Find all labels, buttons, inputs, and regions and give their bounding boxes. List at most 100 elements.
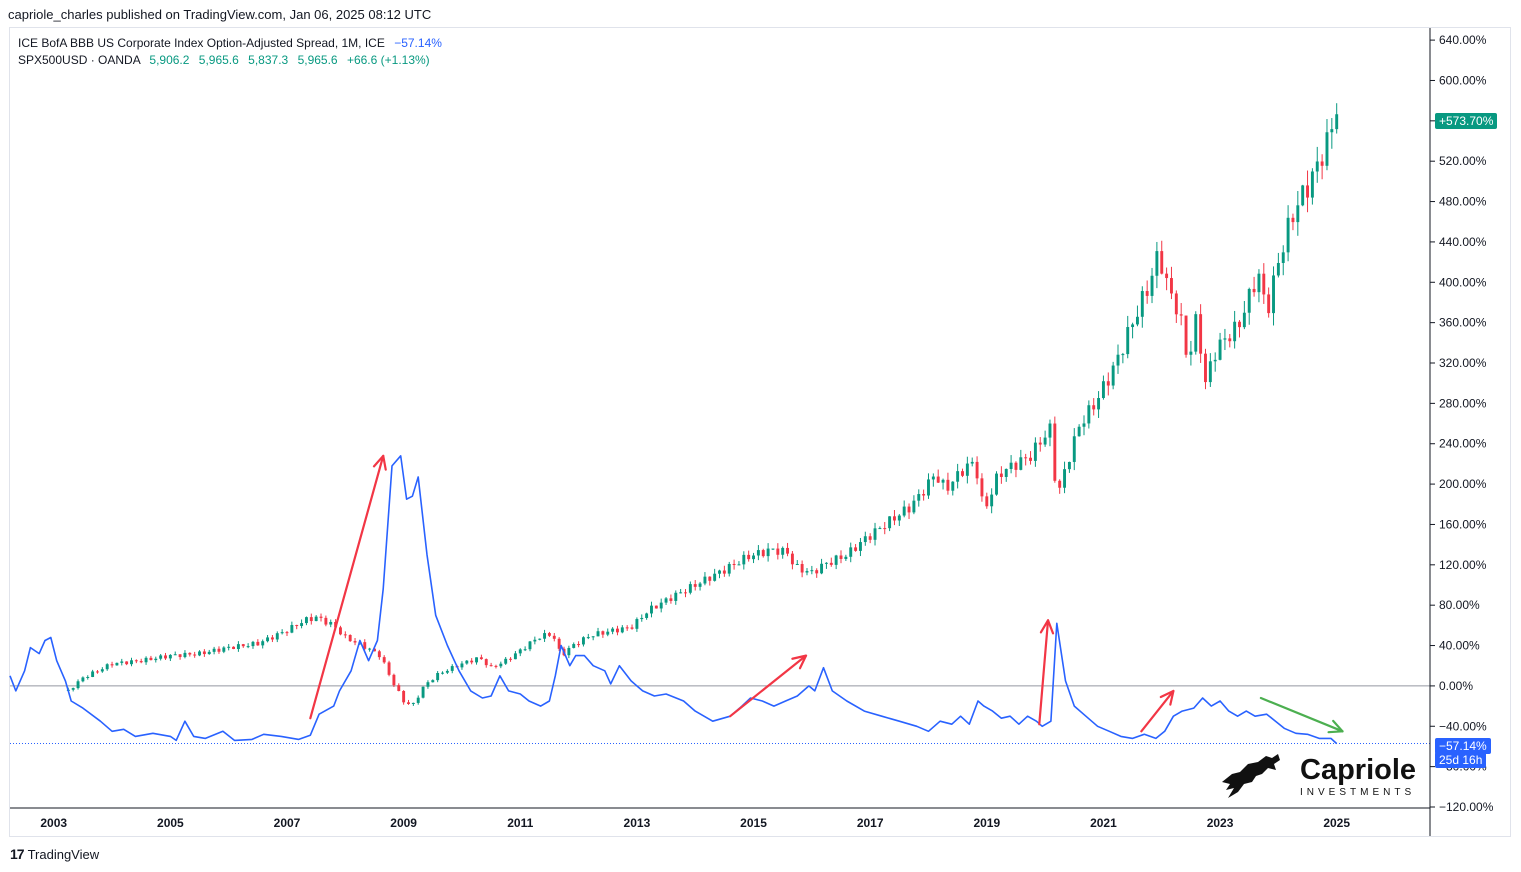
candle-body [878, 528, 882, 530]
candle-body [611, 628, 615, 632]
candle-body [168, 654, 172, 659]
x-tick-label: 2023 [1207, 816, 1234, 830]
candle-body [426, 682, 430, 687]
candle-body [824, 562, 828, 564]
candle-body [547, 633, 551, 636]
x-tick-label: 2007 [274, 816, 301, 830]
spread-polyline [9, 454, 1338, 745]
candle-body [1213, 359, 1217, 362]
x-tick-label: 2009 [390, 816, 417, 830]
candle-body [1165, 273, 1169, 279]
candle-body [222, 647, 226, 652]
chart-frame [9, 27, 1511, 837]
y-tick-label: 280.00% [1439, 396, 1487, 410]
candle-body [805, 571, 809, 573]
candle-body [1233, 321, 1237, 342]
candle-body [538, 638, 542, 640]
candle-body [1024, 457, 1028, 459]
arrow-head-green [1327, 719, 1344, 734]
candle-body [722, 570, 726, 574]
candle-body [679, 592, 683, 594]
candle-body [601, 631, 605, 635]
legend-spx[interactable]: SPX500USD · OANDA 5,906.2 5,965.6 5,837.… [18, 53, 430, 67]
candle-body [397, 685, 401, 691]
brand-sub: INVESTMENTS [1300, 786, 1416, 798]
candle-body [756, 550, 760, 556]
candle-body [708, 576, 712, 581]
candle-body [858, 542, 862, 551]
candle-body [120, 661, 124, 663]
candle-body [1145, 291, 1149, 296]
candle-body [232, 646, 236, 650]
candle-body [659, 602, 663, 609]
y-tick-label: 120.00% [1439, 558, 1487, 572]
candle-body [810, 570, 814, 572]
candle-body [1072, 436, 1076, 462]
candle-body [241, 644, 245, 647]
candle-body [300, 623, 304, 626]
candle-body [961, 471, 964, 476]
candle-body [431, 680, 435, 683]
candle-body [139, 661, 143, 663]
candle-body [873, 528, 877, 540]
y-tick-label: 480.00% [1439, 195, 1487, 209]
candle-body [771, 548, 775, 550]
candle-body [854, 547, 858, 551]
countdown-badge: 25d 16h [1435, 752, 1487, 768]
tradingview-footer[interactable]: 17 TradingView [10, 846, 99, 862]
candle-body [999, 473, 1003, 477]
candle-body [922, 494, 926, 496]
candle-body [1087, 405, 1091, 424]
candle-body [863, 536, 867, 543]
horse-icon [1222, 754, 1280, 798]
candle-body [363, 642, 367, 649]
y-tick-label: 360.00% [1439, 316, 1487, 330]
x-tick-label: 2011 [507, 816, 533, 830]
candle-body [640, 617, 644, 620]
candle-body [130, 660, 133, 665]
candle-body [834, 555, 838, 565]
candle-body [985, 496, 989, 507]
candle-body [319, 616, 323, 618]
y-tick-label: 320.00% [1439, 356, 1487, 370]
candle-body [654, 605, 658, 609]
candle-body [460, 663, 464, 668]
candle-body [1174, 293, 1178, 315]
candle-body [907, 506, 911, 513]
candle-body [674, 592, 678, 601]
candle-body [975, 461, 979, 479]
candle-body [309, 617, 313, 622]
candle-body [164, 655, 167, 659]
candle-body [970, 461, 974, 464]
candle-body [149, 657, 153, 661]
candle-body [927, 479, 930, 496]
candle-body [280, 632, 284, 634]
candle-body [577, 644, 581, 646]
candle-body [1029, 457, 1032, 461]
arrow-head-red [1039, 619, 1055, 635]
legend-spread[interactable]: ICE BofA BBB US Corporate Index Option-A… [18, 36, 442, 50]
candle-body [1310, 171, 1314, 198]
candle-body [1019, 457, 1023, 470]
x-tick-label: 2019 [973, 816, 1000, 830]
candle-body [980, 478, 984, 497]
candle-body [377, 651, 381, 658]
candle-body [402, 690, 406, 703]
candle-body [1097, 398, 1101, 410]
candle-body [1140, 291, 1144, 317]
candle-body [1111, 365, 1115, 386]
y-tick-label: 200.00% [1439, 477, 1487, 491]
candle-body [1116, 354, 1120, 366]
candle-body [256, 641, 260, 646]
candle-body [207, 651, 211, 655]
candle-body [893, 516, 896, 521]
candle-body [1082, 423, 1086, 427]
candle-body [411, 702, 415, 704]
y-tick-label: 400.00% [1439, 275, 1487, 289]
arrow-green [1259, 696, 1344, 733]
candle-body [295, 625, 299, 627]
tradingview-label: TradingView [27, 846, 100, 862]
candle-body [1257, 273, 1261, 293]
candle-body [1267, 294, 1271, 314]
